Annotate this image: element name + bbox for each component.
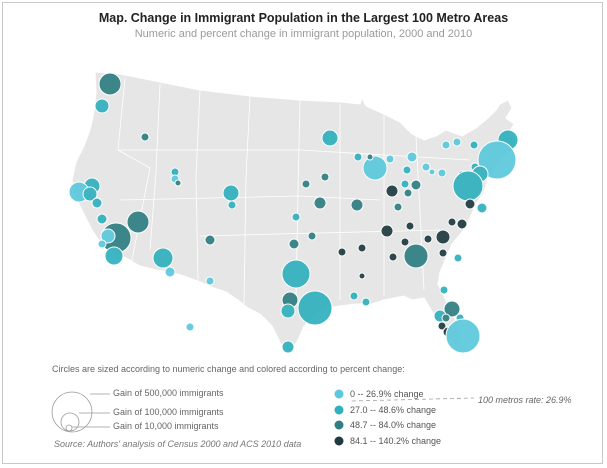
metro-minneapolis <box>321 129 339 147</box>
metro-miami <box>445 318 481 354</box>
metro-knoxville <box>405 221 415 231</box>
color-label-2: 27.0 -- 48.6% change <box>350 405 437 415</box>
color-label-4: 84.1 -- 140.2% change <box>350 436 442 446</box>
metro-desmoines <box>320 172 330 182</box>
metro-stlouis <box>350 198 364 212</box>
metro-birmingham <box>388 252 398 262</box>
map-subtitle: Numeric and percent change in immigrant … <box>134 28 473 40</box>
metro-albany <box>469 140 479 150</box>
metro-chattanooga <box>400 237 410 247</box>
metro-columbus <box>410 179 422 191</box>
metro-akron <box>428 168 436 176</box>
metro-columbia <box>438 248 448 258</box>
metro-sarasota <box>437 321 447 331</box>
average-rate-label: 100 metros rate: 26.9% <box>478 395 572 405</box>
legend-caption: Circles are sized according to numeric c… <box>52 364 405 374</box>
metro-greensboro <box>447 217 457 227</box>
metro-tulsa <box>307 231 317 241</box>
metro-nashville <box>380 224 394 238</box>
metro-sandiego <box>104 246 124 266</box>
metro-denver <box>222 184 240 202</box>
metro-buffalo <box>441 140 451 150</box>
metro-colospgs <box>227 200 237 210</box>
metro-cincinnati <box>403 188 413 198</box>
metro-tucson <box>164 266 176 278</box>
metro-indianapolis <box>385 184 399 198</box>
metro-honolulu <box>185 322 195 332</box>
size-label-10k: Gain of 10,000 immigrants <box>113 421 219 431</box>
color-swatch-3 <box>333 419 345 431</box>
metro-jacksonville <box>439 285 449 295</box>
metro-elpaso <box>205 276 215 286</box>
metro-dayton <box>400 179 410 189</box>
color-legend <box>333 388 345 447</box>
map-title: Map. Change in Immigrant Population in t… <box>98 11 509 25</box>
color-label-1: 0 -- 26.9% change <box>350 389 424 399</box>
metro-orlando <box>443 300 461 318</box>
metro-madison <box>366 153 374 161</box>
metro-charleston <box>453 253 463 263</box>
color-swatch-1 <box>333 388 345 400</box>
metro-detroit <box>406 151 418 163</box>
metro-louisville <box>393 202 403 212</box>
metro-riverside <box>100 228 116 244</box>
size-circle-10k <box>65 424 73 432</box>
metro-sanantonio <box>280 303 296 319</box>
size-label-500k: Gain of 500,000 immigrants <box>113 388 224 398</box>
metro-grandrapids <box>385 154 395 164</box>
metro-cleveland <box>421 162 431 172</box>
metro-batonrouge <box>361 297 371 307</box>
metro-greenville <box>423 234 433 244</box>
metro-pittsburgh <box>437 168 447 178</box>
metro-chicago <box>362 155 388 181</box>
size-legend <box>51 391 110 433</box>
metro-mcallen <box>281 340 295 354</box>
metro-littlerock <box>337 247 347 257</box>
metro-newyork <box>477 140 517 180</box>
metro-toledo <box>402 165 412 175</box>
size-circle-100k <box>60 412 80 432</box>
metro-oxnard <box>97 239 107 249</box>
metro-stockton <box>82 186 98 202</box>
size-label-100k: Gain of 100,000 immigrants <box>113 407 224 417</box>
metro-kc <box>313 196 327 210</box>
metro-milwaukee <box>353 152 363 162</box>
metro-rochester <box>452 137 462 147</box>
metro-dallas <box>281 259 311 289</box>
metro-charlotte <box>435 229 451 245</box>
metro-provo <box>174 179 182 187</box>
metro-houston <box>297 290 333 326</box>
source-note: Source: Authors' analysis of Census 2000… <box>54 439 302 449</box>
metro-fresno <box>91 197 103 209</box>
metro-neworleans <box>349 291 359 301</box>
metro-jackson <box>358 272 366 280</box>
metro-seattle <box>98 72 122 96</box>
metro-wichita <box>291 212 301 222</box>
metro-spokane <box>140 132 150 142</box>
metro-virginiabeach <box>476 202 488 214</box>
metro-okc <box>288 238 300 250</box>
size-circle-500k <box>51 391 93 433</box>
metro-memphis <box>357 243 367 253</box>
metro-lasvegas <box>126 210 150 234</box>
metro-richmond <box>464 198 476 210</box>
color-label-3: 48.7 -- 84.0% change <box>350 420 437 430</box>
metro-raleigh <box>456 218 468 230</box>
average-dashed-line <box>351 397 475 402</box>
metro-dc <box>452 170 484 202</box>
color-swatch-4 <box>333 435 345 447</box>
metro-atlanta <box>403 243 429 269</box>
metro-portland <box>94 98 110 114</box>
metro-omaha <box>301 179 311 189</box>
color-swatch-2 <box>333 404 345 416</box>
metro-circles <box>68 72 519 354</box>
metro-bakersfield <box>96 213 108 225</box>
metro-lakeland <box>441 313 451 323</box>
metro-phoenix <box>152 247 174 269</box>
metro-albuquerque <box>204 234 216 246</box>
